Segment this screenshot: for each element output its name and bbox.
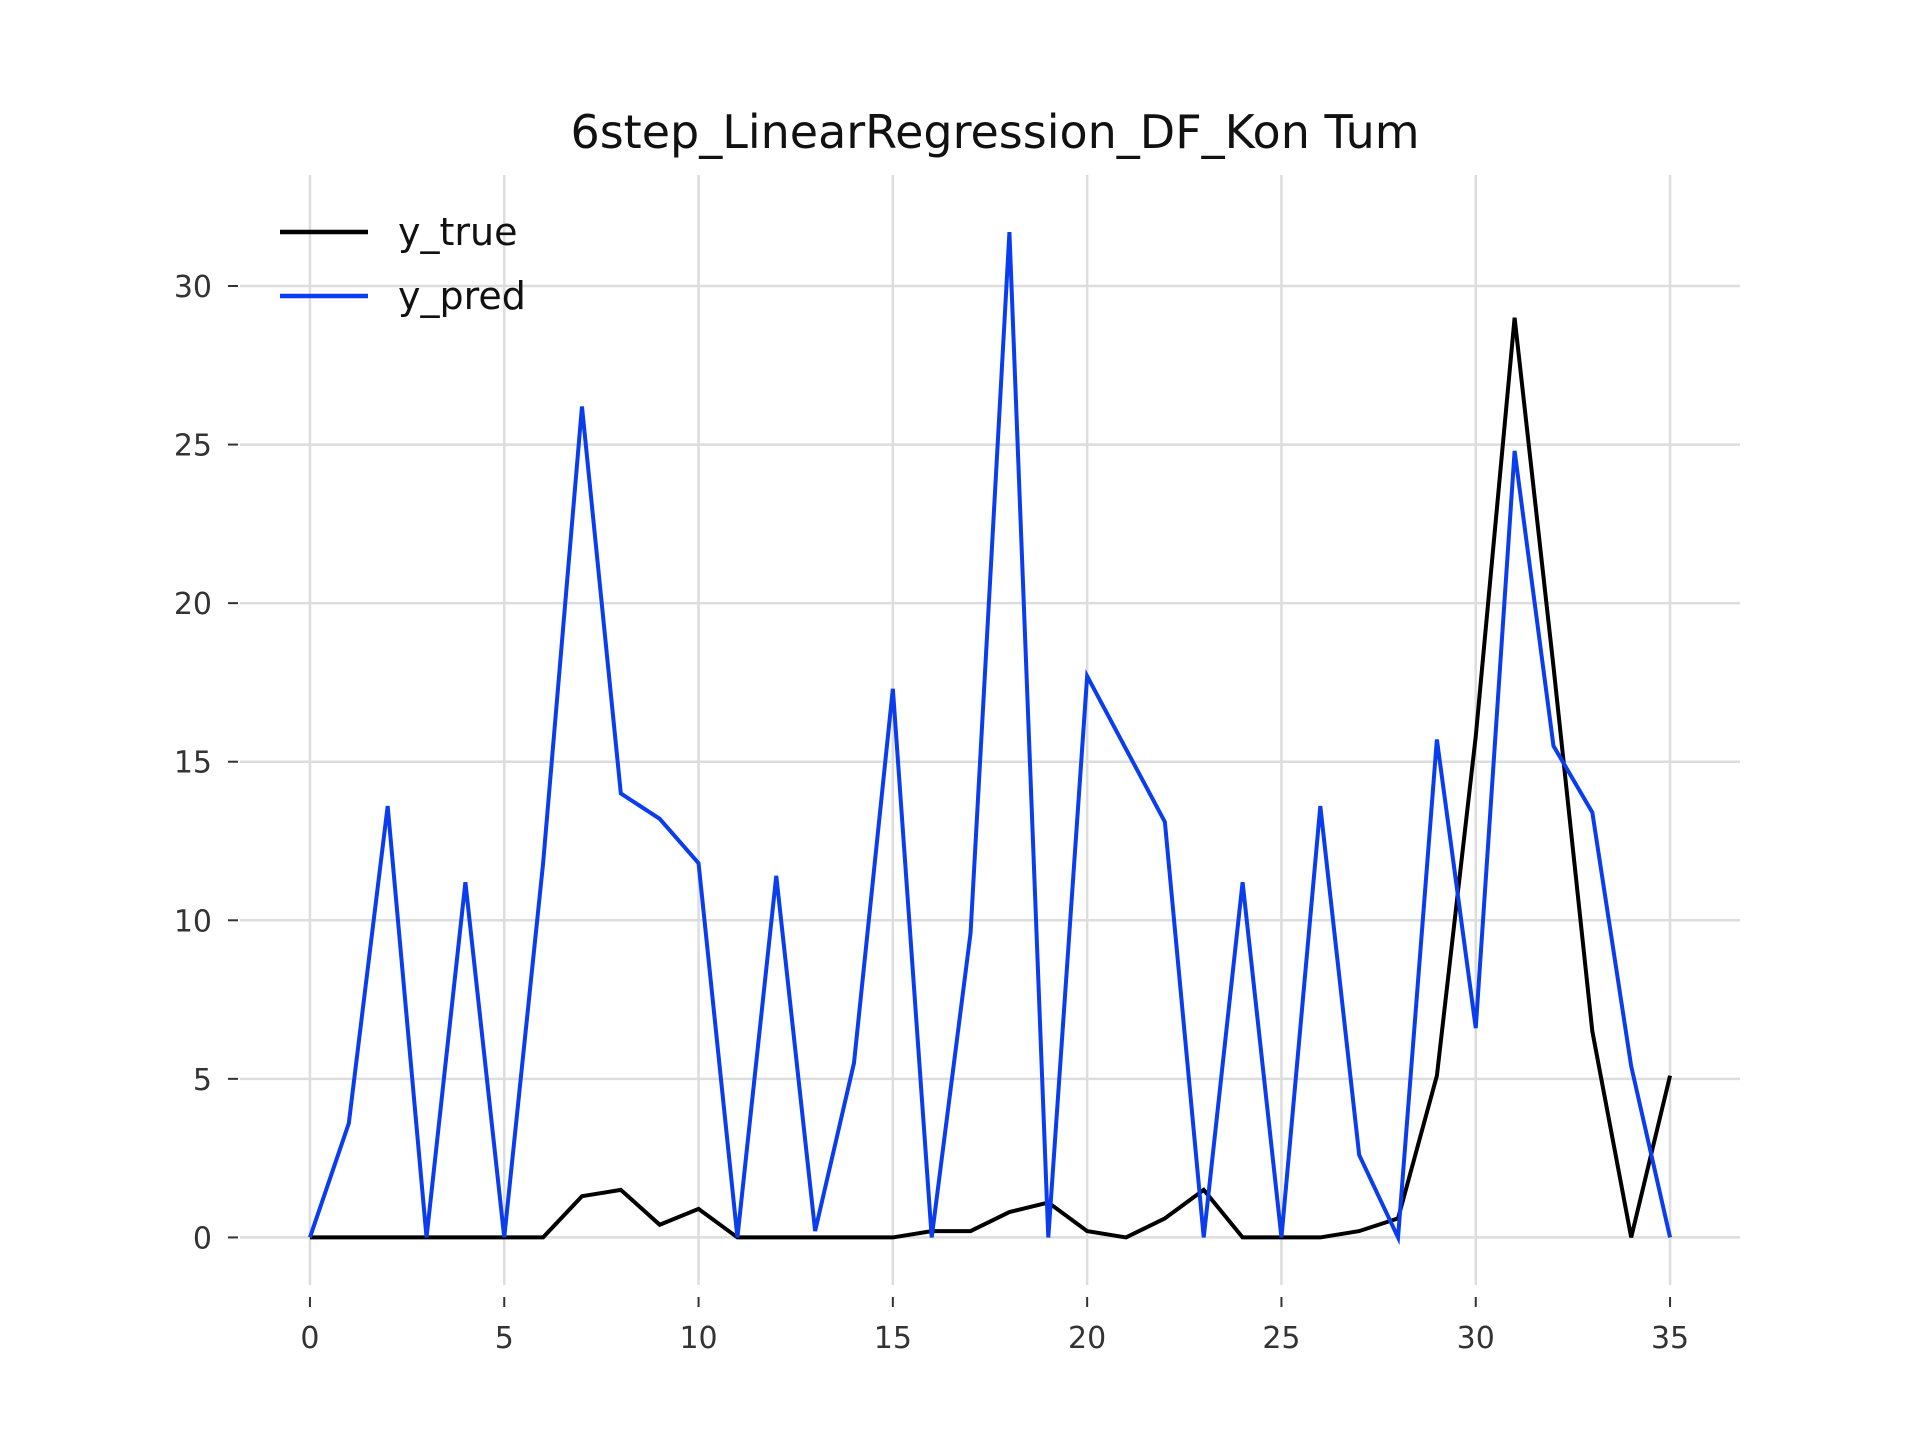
y-tick-label: 10 (174, 904, 212, 939)
axes: 0 5 10 15 20 25 30 35 0 5 10 15 20 25 30 (174, 270, 1689, 1356)
series-line-y-pred (308, 231, 1673, 1246)
legend-label-y-pred: y_pred (398, 274, 526, 318)
legend: y_true y_pred (280, 210, 526, 318)
series-line-y-true (309, 317, 1672, 1240)
x-tick-label: 10 (679, 1321, 717, 1356)
y-tick-label: 15 (174, 746, 212, 781)
legend-label-y-true: y_true (398, 210, 517, 254)
y-tick-label: 0 (193, 1221, 212, 1256)
x-tick-label: 0 (300, 1321, 319, 1356)
x-tick-label: 35 (1651, 1321, 1689, 1356)
y-tick-label: 20 (174, 587, 212, 622)
y-tick-label: 5 (193, 1063, 212, 1098)
series-lines (308, 231, 1673, 1246)
chart-title: 6step_LinearRegression_DF_Kon Tum (570, 105, 1419, 159)
y-tick-label: 30 (174, 270, 212, 305)
x-tick-label: 20 (1068, 1321, 1106, 1356)
y-tick-label: 25 (174, 429, 212, 464)
x-tick-label: 25 (1262, 1321, 1300, 1356)
x-tick-label: 30 (1457, 1321, 1495, 1356)
x-tick-label: 15 (874, 1321, 912, 1356)
grid (240, 175, 1740, 1285)
x-tick-label: 5 (495, 1321, 514, 1356)
